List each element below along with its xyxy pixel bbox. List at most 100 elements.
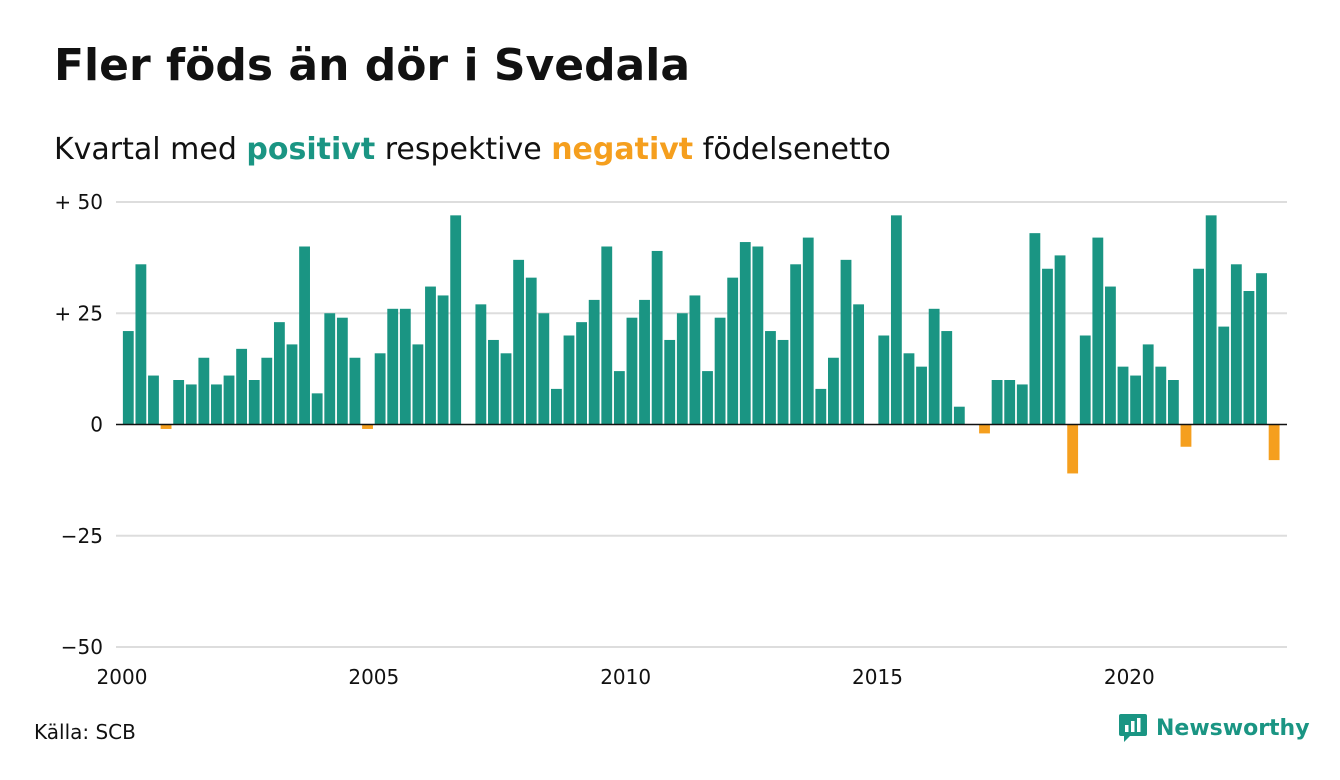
y-tick-label: −25 <box>61 524 103 548</box>
subtitle-positive-word: positivt <box>246 132 376 167</box>
y-tick-label: −50 <box>61 635 103 659</box>
bar-2006K2 <box>437 295 449 425</box>
bar-2015K4 <box>916 366 927 425</box>
brand-logo: Newsworthy <box>1118 712 1310 744</box>
bar-2001K1 <box>173 380 185 425</box>
bar-2017K4 <box>1016 384 1028 425</box>
bar-2018K1 <box>1029 233 1041 425</box>
bar-2014K2 <box>840 259 852 425</box>
bar-2010K4 <box>664 339 676 425</box>
bar-2019K3 <box>1105 286 1116 425</box>
bar-2003K1 <box>273 322 285 425</box>
bar-2010K2 <box>639 299 650 425</box>
x-tick-label: 2015 <box>852 665 903 689</box>
bar-2001K2 <box>185 384 197 425</box>
brand-name: Newsworthy <box>1156 715 1310 741</box>
bar-2016K3 <box>953 406 965 425</box>
bar-2012K4 <box>765 331 776 425</box>
bar-2012K1 <box>727 277 739 425</box>
bar-2011K2 <box>689 295 701 425</box>
bar-2002K1 <box>223 375 235 425</box>
bar-2008K2 <box>538 313 550 425</box>
bar-2003K3 <box>299 246 310 425</box>
bar-2020K1 <box>1130 375 1142 425</box>
bar-2009K1 <box>576 322 587 425</box>
bar-2016K1 <box>928 308 940 425</box>
bar-2013K3 <box>802 237 814 425</box>
bar-2004K4 <box>362 424 373 429</box>
bar-2021K3 <box>1205 215 1217 425</box>
bar-2016K2 <box>941 331 953 425</box>
subtitle-negative-word: negativt <box>551 132 694 167</box>
bar-2020K2 <box>1142 344 1154 425</box>
bar-2020K4 <box>1167 380 1179 425</box>
bar-2011K3 <box>702 371 713 425</box>
bar-2022K1 <box>1230 264 1242 425</box>
y-tick-label: + 50 <box>54 190 103 214</box>
bar-2004K1 <box>324 313 336 425</box>
gridlines <box>116 201 1287 648</box>
bar-2007K4 <box>513 259 525 425</box>
bar-2015K1 <box>878 335 890 425</box>
newsworthy-logo-icon <box>1119 714 1147 742</box>
bar-2014K3 <box>853 304 865 425</box>
bar-2019K4 <box>1117 366 1129 425</box>
x-tick-label: 2020 <box>1104 665 1155 689</box>
subtitle-suffix: födelsenetto <box>693 132 891 167</box>
bar-2022K3 <box>1256 273 1267 425</box>
bar-2001K4 <box>211 384 222 425</box>
bar-2013K4 <box>815 388 827 425</box>
bar-2018K2 <box>1042 268 1053 425</box>
bar-2015K2 <box>890 215 902 425</box>
bar-2007K3 <box>500 353 512 425</box>
source-note: Källa: SCB <box>34 720 136 744</box>
x-tick-label: 2000 <box>97 665 148 689</box>
bar-2017K3 <box>1004 380 1016 425</box>
bar-2008K1 <box>525 277 537 425</box>
bars <box>122 215 1280 474</box>
bar-2019K2 <box>1092 237 1104 425</box>
bar-2004K2 <box>336 317 348 425</box>
bar-2013K1 <box>777 339 789 425</box>
bar-2011K4 <box>714 317 726 425</box>
bar-2013K2 <box>790 264 802 425</box>
bar-2021K2 <box>1193 268 1204 425</box>
bar-2012K2 <box>739 242 751 425</box>
bar-2018K4 <box>1067 424 1079 474</box>
chart-subtitle: Kvartal med positivt respektive negativt… <box>54 132 891 167</box>
bar-2020K3 <box>1155 366 1167 425</box>
bar-2015K3 <box>903 353 915 425</box>
bar-2022K4 <box>1268 424 1280 461</box>
bar-2006K3 <box>450 215 462 425</box>
bar-2006K1 <box>425 286 436 425</box>
bar-2005K1 <box>374 353 386 425</box>
bar-2010K1 <box>626 317 638 425</box>
y-tick-label: 0 <box>90 413 103 437</box>
x-tick-label: 2005 <box>348 665 399 689</box>
bar-2000K3 <box>148 375 159 425</box>
bar-2008K3 <box>550 388 562 425</box>
bar-2001K3 <box>198 357 210 425</box>
bar-2017K1 <box>979 424 990 434</box>
bar-2014K1 <box>828 357 839 425</box>
bar-2018K3 <box>1054 255 1066 425</box>
bar-2003K2 <box>286 344 298 425</box>
bar-2007K1 <box>475 304 487 425</box>
bar-2002K3 <box>248 380 260 425</box>
bar-2005K3 <box>399 308 411 425</box>
bar-2000K1 <box>122 331 134 425</box>
bar-2005K2 <box>387 308 399 425</box>
bar-2008K4 <box>563 335 575 425</box>
bar-2005K4 <box>412 344 424 425</box>
axes: + 50 + 25 0 −25 −50 2000 2005 2010 2015 2020 <box>54 190 1287 689</box>
bar-2021K1 <box>1180 424 1192 447</box>
y-tick-label: + 25 <box>54 301 103 325</box>
bar-2002K4 <box>261 357 273 425</box>
bar-2021K4 <box>1218 326 1230 425</box>
x-tick-label: 2010 <box>600 665 651 689</box>
bar-2012K3 <box>752 246 764 425</box>
bar-2009K3 <box>601 246 613 425</box>
bar-2002K2 <box>236 348 248 425</box>
bar-2009K2 <box>588 299 600 425</box>
bar-2011K1 <box>676 313 688 425</box>
